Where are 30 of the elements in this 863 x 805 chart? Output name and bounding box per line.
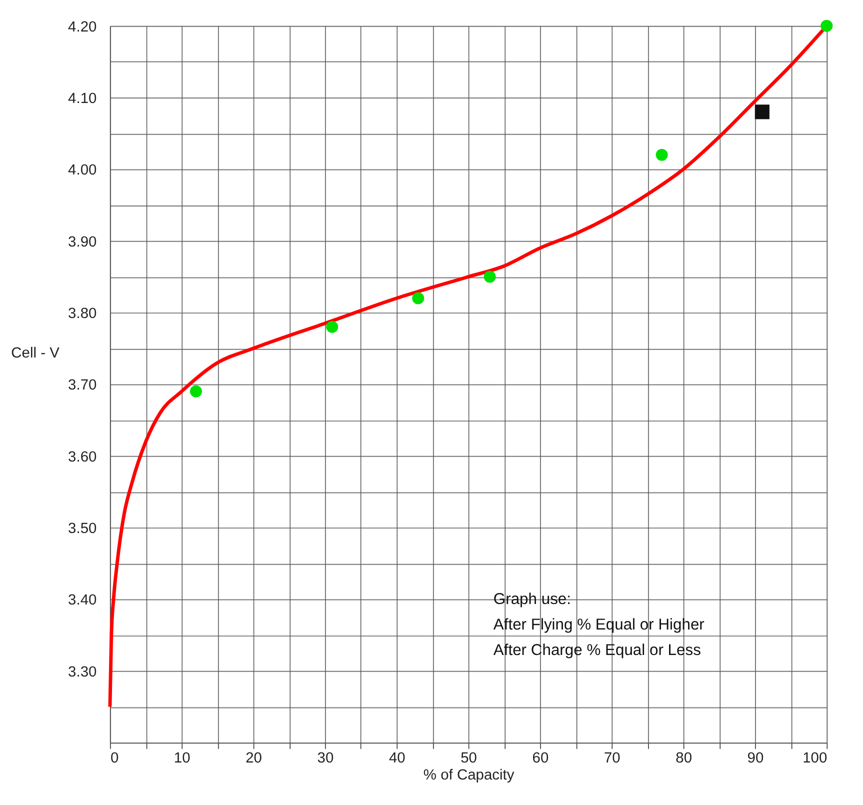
x-tick-label: 50 (460, 750, 477, 767)
x-tick-label: 80 (676, 750, 692, 767)
y-tick-label: 3.50 (68, 520, 97, 537)
x-tick-label: 70 (604, 750, 620, 767)
x-axis-title: % of Capacity (423, 767, 515, 784)
x-tick-label: 10 (174, 750, 190, 767)
y-tick-label: 4.00 (68, 162, 97, 179)
y-tick-label: 3.60 (68, 449, 97, 466)
x-tick-label: 60 (532, 750, 549, 767)
x-tick-label: 90 (747, 750, 764, 767)
point (754, 104, 770, 120)
y-axis-title: Cell - V (11, 345, 60, 362)
y-tick-label: 3.30 (68, 664, 97, 680)
point (656, 148, 668, 161)
x-tick-label: 0 (110, 750, 119, 767)
x-tick-label: 30 (317, 750, 334, 767)
point (412, 292, 424, 304)
x-tick-label: 40 (388, 750, 406, 767)
y-tick-label: 3.90 (68, 234, 97, 250)
x-tick-label: 100 (802, 750, 828, 767)
y-tick-label: 4.20 (68, 19, 97, 36)
point (190, 385, 202, 398)
y-tick-label: 3.40 (68, 592, 97, 609)
y-tick-label: 3.80 (68, 306, 97, 322)
point (484, 270, 496, 283)
x-tick-label: 20 (246, 750, 262, 767)
point (326, 320, 338, 333)
point (820, 20, 833, 32)
y-tick-label: 3.70 (68, 378, 97, 394)
y-tick-label: 4.10 (68, 90, 97, 107)
